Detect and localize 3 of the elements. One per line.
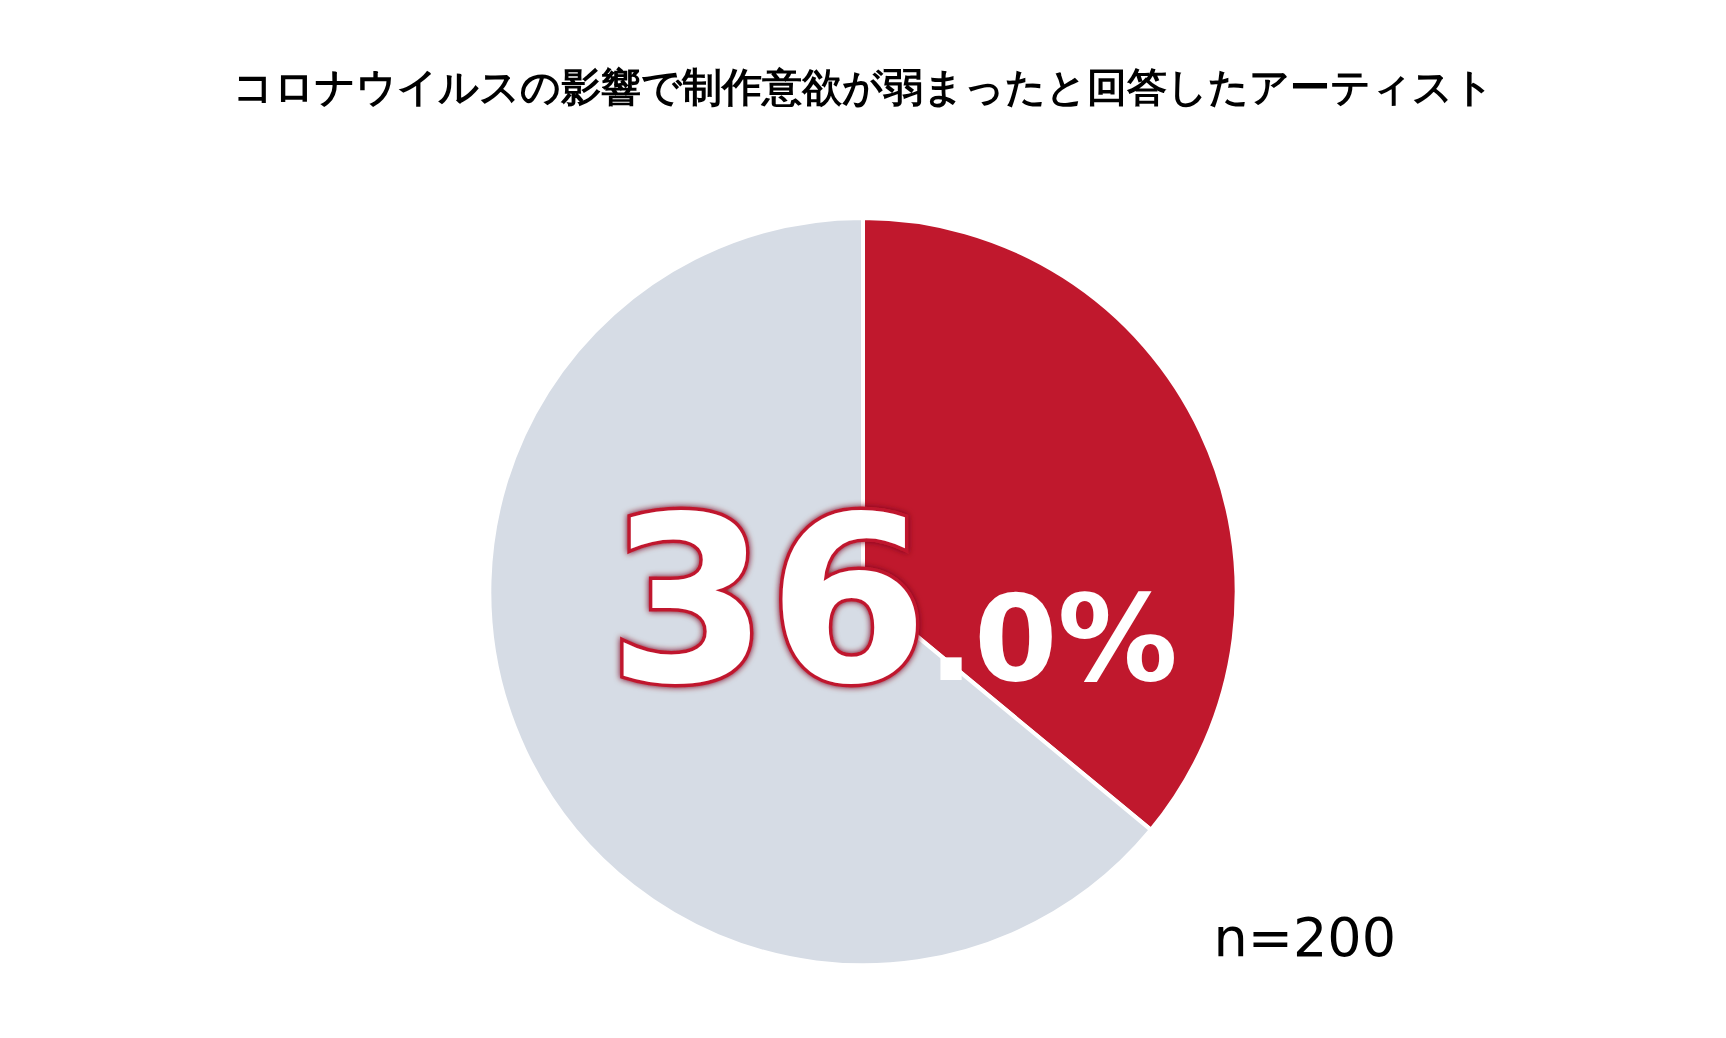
data-label: 36.0% [608, 468, 1178, 736]
chart-title: コロナウイルスの影響で制作意欲が弱まったと回答したアーティスト [232, 64, 1494, 110]
text: n=200 [1213, 905, 1397, 969]
